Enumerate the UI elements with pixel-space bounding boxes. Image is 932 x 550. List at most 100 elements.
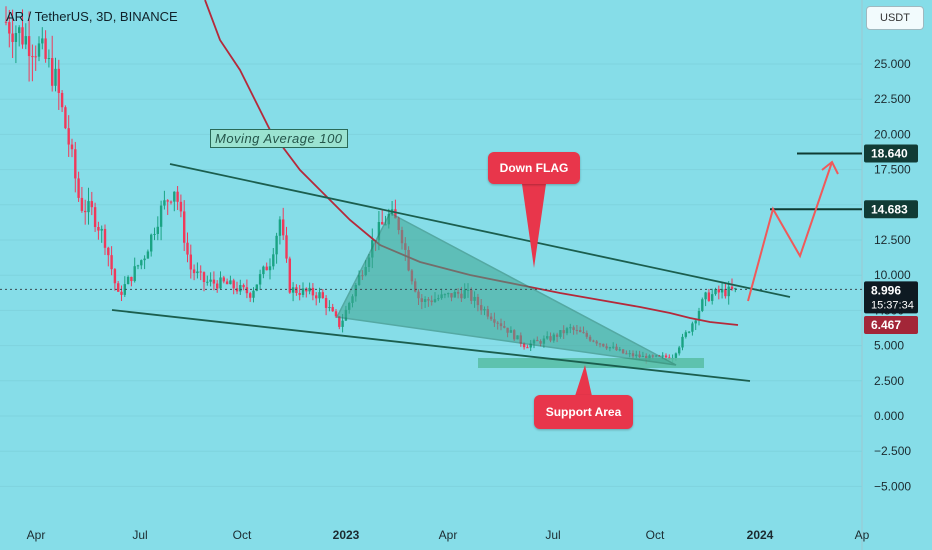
candle-body xyxy=(282,219,285,236)
candle-body xyxy=(117,283,120,292)
candle-body xyxy=(265,266,268,271)
candle-body xyxy=(64,107,67,129)
candle-body xyxy=(219,277,222,289)
candle-body xyxy=(153,233,156,235)
chart-title: AR / TetherUS, 3D, BINANCE xyxy=(6,9,178,24)
price-tag-bg xyxy=(864,281,918,314)
y-tick-label: 22.500 xyxy=(874,92,911,106)
candle-body xyxy=(664,355,668,358)
candle-body xyxy=(687,331,691,333)
candle-body xyxy=(169,201,173,203)
down-flag-pointer xyxy=(522,184,546,268)
price-tag-bg xyxy=(864,144,918,163)
y-tick-label: −5.000 xyxy=(874,479,911,493)
candle-body xyxy=(232,280,235,289)
candle-body xyxy=(186,242,189,255)
support-area-pointer xyxy=(575,365,592,396)
candle-body xyxy=(189,254,192,270)
candle-body xyxy=(522,343,526,348)
support-area-text: Support Area xyxy=(545,405,622,419)
y-tick-label: 17.500 xyxy=(874,163,911,177)
down-flag-text: Down FLAG xyxy=(499,161,569,175)
candle-body xyxy=(27,36,31,57)
y-tick-label: 10.000 xyxy=(874,268,911,282)
candle-body xyxy=(694,320,697,324)
candle-body xyxy=(103,228,107,248)
candle-body xyxy=(704,292,707,300)
candle-body xyxy=(176,191,179,202)
candle-body xyxy=(717,289,720,293)
candle-body xyxy=(381,222,384,225)
candle-body xyxy=(222,277,225,282)
candle-body xyxy=(183,211,186,243)
candle-body xyxy=(727,286,730,297)
candle-body xyxy=(21,27,24,45)
candle-body xyxy=(720,288,724,293)
candle-body xyxy=(341,320,344,327)
candle-body xyxy=(225,281,229,285)
candle-body xyxy=(179,201,183,212)
candle-body xyxy=(252,290,255,298)
price-tag-countdown: 15:37:34 xyxy=(871,299,914,311)
lower-trendline xyxy=(111,309,751,382)
candle-body xyxy=(239,285,242,292)
candle-body xyxy=(255,284,258,291)
candle-body xyxy=(93,207,97,228)
candle-body xyxy=(295,287,298,294)
projection-arrowhead xyxy=(821,160,839,175)
candle-body xyxy=(24,36,27,45)
candle-body xyxy=(262,266,265,275)
candle-body xyxy=(734,288,737,290)
candle-body xyxy=(163,200,166,206)
x-tick-label: Oct xyxy=(646,528,665,542)
candle-body xyxy=(173,191,176,202)
price-tag-value: 14.683 xyxy=(871,202,908,216)
candle-body xyxy=(674,353,678,358)
candle-body xyxy=(70,144,74,150)
candle-body xyxy=(691,323,694,332)
candle-body xyxy=(110,255,113,270)
y-tick-label: 0.000 xyxy=(874,409,904,423)
candle-body xyxy=(684,332,687,337)
candle-body xyxy=(245,287,249,294)
price-tag-bg xyxy=(864,200,918,219)
candle-body xyxy=(136,265,140,267)
candle-body xyxy=(272,254,275,267)
y-tick-label: 5.000 xyxy=(874,339,904,353)
candle-body xyxy=(11,33,14,42)
candle-body xyxy=(143,258,146,261)
candle-body xyxy=(291,287,295,293)
currency-selector[interactable]: USDT xyxy=(866,6,924,30)
candle-body xyxy=(97,227,100,231)
candle-body xyxy=(697,310,701,321)
candle-body xyxy=(146,251,150,259)
candle-body xyxy=(707,292,711,301)
candle-body xyxy=(338,316,341,327)
candle-body xyxy=(84,210,87,213)
x-tick-label: Oct xyxy=(233,528,252,542)
candle-body xyxy=(724,288,727,297)
candle-body xyxy=(18,27,21,34)
candle-body xyxy=(44,38,47,59)
candle-body xyxy=(258,274,262,285)
candle-body xyxy=(14,33,18,42)
candle-body xyxy=(701,299,704,311)
x-tick-label: Jul xyxy=(132,528,147,542)
candle-body xyxy=(242,285,245,288)
candle-body xyxy=(196,271,199,274)
candle-body xyxy=(202,272,206,283)
candle-body xyxy=(107,247,110,256)
candle-body xyxy=(133,266,136,282)
candle-body xyxy=(80,197,84,211)
candle-body xyxy=(311,287,315,296)
projection-path xyxy=(747,161,833,302)
candle-body xyxy=(51,58,54,86)
candle-body xyxy=(278,219,282,236)
candle-body xyxy=(681,336,684,348)
candle-body xyxy=(209,279,212,282)
candle-body xyxy=(4,21,8,23)
y-tick-label: 12.500 xyxy=(874,233,911,247)
candle-body xyxy=(661,355,664,357)
